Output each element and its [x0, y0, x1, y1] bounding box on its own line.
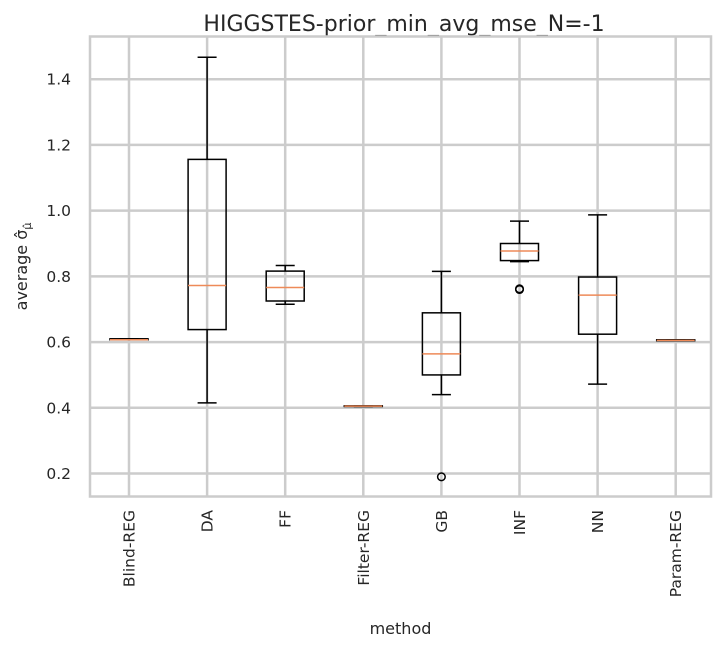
iqr-box [187, 158, 227, 331]
boxes [109, 56, 696, 482]
outlier-point [436, 472, 446, 482]
y-tick-label: 1.2 [46, 136, 71, 154]
box-filter-reg [343, 405, 384, 408]
iqr-box [499, 242, 540, 262]
y-tick-label: 1.4 [46, 71, 71, 89]
iqr-box [265, 270, 305, 302]
box-nn [577, 214, 618, 385]
y-tick-label: 0.4 [46, 399, 71, 417]
box-blind-reg [109, 338, 149, 341]
x-tick-label: INF [511, 510, 529, 535]
x-tick-label: DA [199, 510, 217, 533]
y-axis-label: average σ̂μ̂ [12, 223, 34, 311]
box-ff [265, 264, 305, 306]
y-tick-label: 0.8 [46, 268, 71, 286]
plot-frame [88, 35, 713, 498]
x-axis-label: method [370, 619, 432, 638]
x-tick-labels: Blind-REG DA FF Filter-REG GB INF NN Param-REG [121, 510, 686, 598]
x-tick-label: NN [589, 510, 607, 533]
y-tick-label: 1.0 [46, 202, 71, 220]
grid [90, 36, 711, 497]
iqr-box [421, 312, 462, 376]
box-da [187, 56, 227, 404]
y-axis-label-main: average σ̂ [12, 230, 31, 311]
x-tick-label: Param-REG [667, 510, 685, 597]
box-gb [421, 270, 462, 482]
x-tick-label: FF [277, 510, 295, 528]
box-inf [499, 220, 540, 295]
chart-title: HIGGSTES-prior_min_avg_mse_N=-1 [203, 12, 604, 37]
iqr-box [577, 276, 618, 335]
y-axis-label-subscript: μ̂ [21, 223, 34, 230]
x-tick-label: Filter-REG [355, 510, 373, 586]
x-tick-label: GB [433, 510, 451, 533]
outlier-point [514, 284, 525, 294]
box-param-reg [655, 339, 696, 342]
y-tick-label: 0.2 [46, 465, 71, 483]
y-tick-label: 0.6 [46, 334, 71, 352]
x-tick-label: Blind-REG [121, 510, 139, 587]
y-tick-labels: 0.2 0.4 0.6 0.8 1.0 1.2 1.4 [46, 71, 71, 483]
